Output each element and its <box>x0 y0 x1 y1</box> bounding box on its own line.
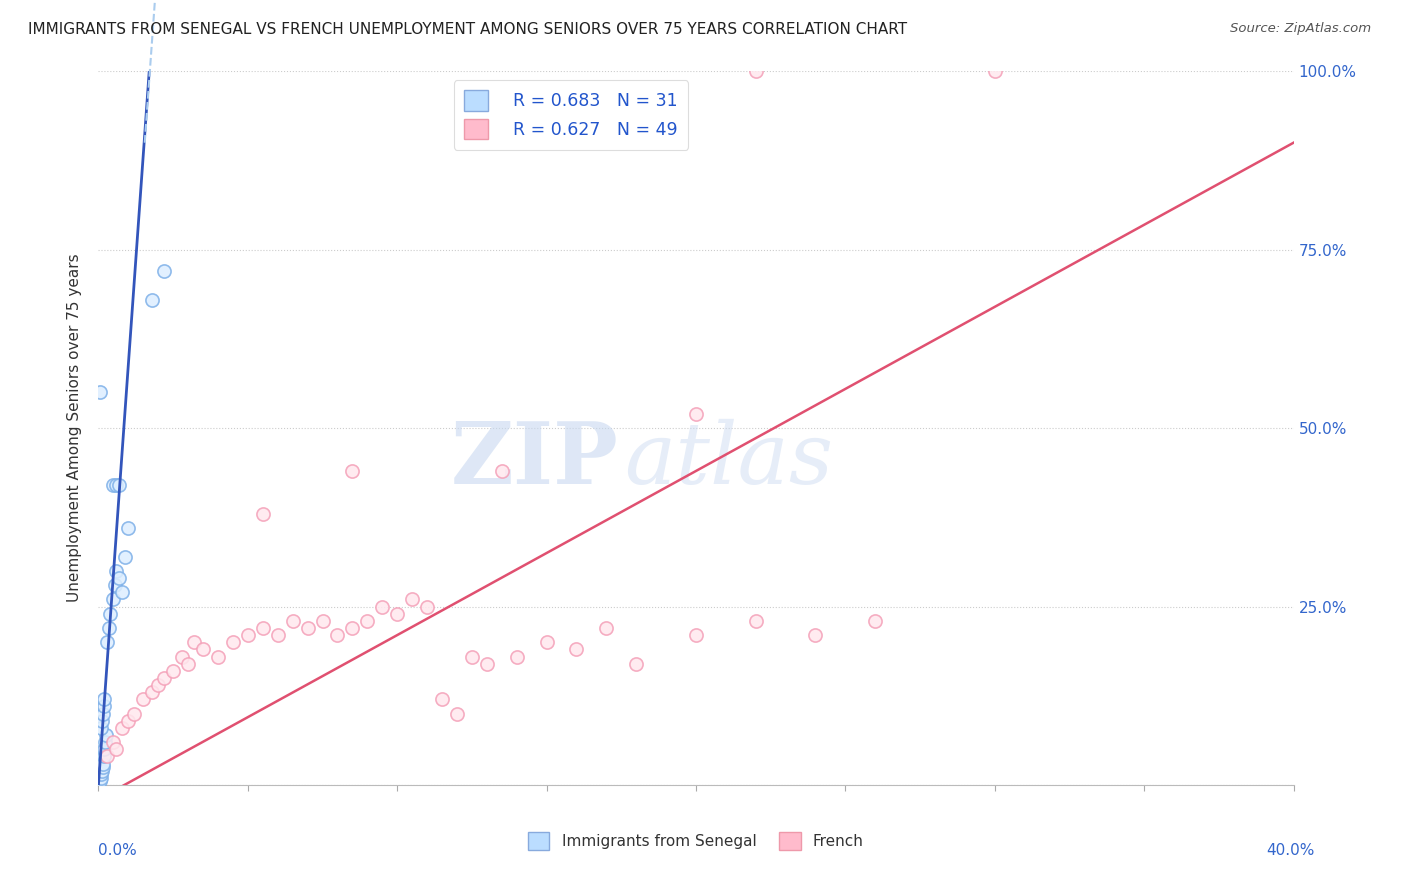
Point <box>91 706 114 721</box>
Point <box>252 507 274 521</box>
Point <box>94 728 117 742</box>
Point <box>153 264 176 278</box>
Y-axis label: Unemployment Among Seniors over 75 years: Unemployment Among Seniors over 75 years <box>67 254 83 602</box>
Point <box>91 760 114 774</box>
Point <box>117 714 139 728</box>
Point <box>626 657 648 671</box>
Point <box>124 706 146 721</box>
Point <box>595 621 617 635</box>
Point <box>90 721 112 735</box>
Point <box>103 478 125 492</box>
Point <box>141 685 163 699</box>
Point <box>90 771 112 785</box>
Point <box>685 407 707 421</box>
Point <box>342 464 364 478</box>
Point <box>236 628 259 642</box>
Point <box>342 621 364 635</box>
Point <box>183 635 205 649</box>
Point <box>108 571 131 585</box>
Point <box>745 614 768 628</box>
Point <box>105 478 128 492</box>
Point <box>96 749 118 764</box>
Point <box>103 735 125 749</box>
Point <box>105 564 128 578</box>
Text: ZIP: ZIP <box>450 418 619 502</box>
Point <box>252 621 274 635</box>
Point <box>984 64 1007 78</box>
Point <box>416 599 439 614</box>
Point <box>93 749 115 764</box>
Text: 0.0%: 0.0% <box>98 843 138 858</box>
Point <box>141 293 163 307</box>
Point <box>111 721 134 735</box>
Point <box>90 767 112 781</box>
Point <box>94 735 117 749</box>
Point <box>108 478 131 492</box>
Point <box>148 678 170 692</box>
Point <box>865 614 887 628</box>
Point <box>103 592 125 607</box>
Point <box>297 621 319 635</box>
Point <box>93 742 115 756</box>
Point <box>745 64 768 78</box>
Legend: Immigrants from Senegal, French: Immigrants from Senegal, French <box>522 826 870 855</box>
Point <box>506 649 529 664</box>
Point <box>89 385 111 400</box>
Point <box>191 642 214 657</box>
Point <box>89 774 111 789</box>
Point <box>804 628 827 642</box>
Point <box>105 742 128 756</box>
Text: 40.0%: 40.0% <box>1267 843 1315 858</box>
Point <box>311 614 333 628</box>
Point <box>111 585 134 599</box>
Point <box>446 706 468 721</box>
Point <box>114 549 136 564</box>
Point <box>153 671 176 685</box>
Point <box>104 578 127 592</box>
Point <box>93 692 115 706</box>
Text: Source: ZipAtlas.com: Source: ZipAtlas.com <box>1230 22 1371 36</box>
Point <box>91 764 114 778</box>
Point <box>91 714 114 728</box>
Point <box>93 699 115 714</box>
Point <box>177 657 200 671</box>
Point <box>685 628 707 642</box>
Point <box>281 614 304 628</box>
Text: atlas: atlas <box>624 419 834 501</box>
Point <box>207 649 229 664</box>
Point <box>356 614 378 628</box>
Point <box>172 649 194 664</box>
Point <box>96 635 118 649</box>
Point <box>461 649 484 664</box>
Point <box>401 592 423 607</box>
Point <box>536 635 558 649</box>
Text: IMMIGRANTS FROM SENEGAL VS FRENCH UNEMPLOYMENT AMONG SENIORS OVER 75 YEARS CORRE: IMMIGRANTS FROM SENEGAL VS FRENCH UNEMPL… <box>28 22 907 37</box>
Point <box>491 464 513 478</box>
Point <box>117 521 139 535</box>
Point <box>97 621 120 635</box>
Point <box>132 692 155 706</box>
Point <box>267 628 290 642</box>
Point <box>430 692 453 706</box>
Point <box>162 664 184 678</box>
Point <box>98 607 122 621</box>
Point <box>91 756 114 771</box>
Point <box>475 657 498 671</box>
Point <box>565 642 588 657</box>
Point <box>371 599 394 614</box>
Point <box>222 635 245 649</box>
Point <box>385 607 409 621</box>
Point <box>326 628 349 642</box>
